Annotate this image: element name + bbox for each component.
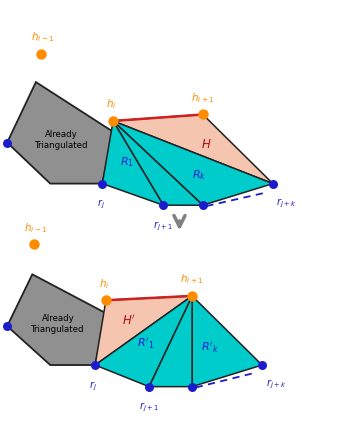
Text: $h_{i-1}$: $h_{i-1}$ [24,221,48,235]
Polygon shape [192,296,262,387]
Polygon shape [113,121,273,205]
Text: Already
Triangulated: Already Triangulated [31,314,85,334]
Text: $r_{j+1}$: $r_{j+1}$ [153,219,173,233]
Polygon shape [102,121,163,205]
Text: $H'$: $H'$ [122,313,136,328]
Polygon shape [95,296,192,387]
Polygon shape [149,296,192,387]
Text: $h_{i+1}$: $h_{i+1}$ [191,91,215,105]
Text: Already
Triangulated: Already Triangulated [35,130,89,150]
Text: $h_i$: $h_i$ [106,98,117,111]
Text: $r_j$: $r_j$ [89,379,97,393]
Polygon shape [95,296,192,365]
Text: $R_k$: $R_k$ [192,168,206,182]
Polygon shape [7,274,106,365]
Text: $H$: $H$ [201,138,212,151]
Text: $R'_1$: $R'_1$ [137,336,154,351]
Text: $h_i$: $h_i$ [99,277,109,291]
Text: $R'_k$: $R'_k$ [201,340,219,355]
Text: $h_{i-1}$: $h_{i-1}$ [31,31,55,44]
Text: $h_{i+1}$: $h_{i+1}$ [180,273,204,286]
Text: $R_1$: $R_1$ [121,155,134,169]
Polygon shape [113,114,273,184]
Text: $r_j$: $r_j$ [97,198,104,211]
Polygon shape [113,121,203,205]
Text: $r_{j+k}$: $r_{j+k}$ [266,378,286,391]
Polygon shape [7,82,113,184]
Text: $r_{j+k}$: $r_{j+k}$ [276,197,297,210]
Text: $r_{j+1}$: $r_{j+1}$ [139,401,159,414]
